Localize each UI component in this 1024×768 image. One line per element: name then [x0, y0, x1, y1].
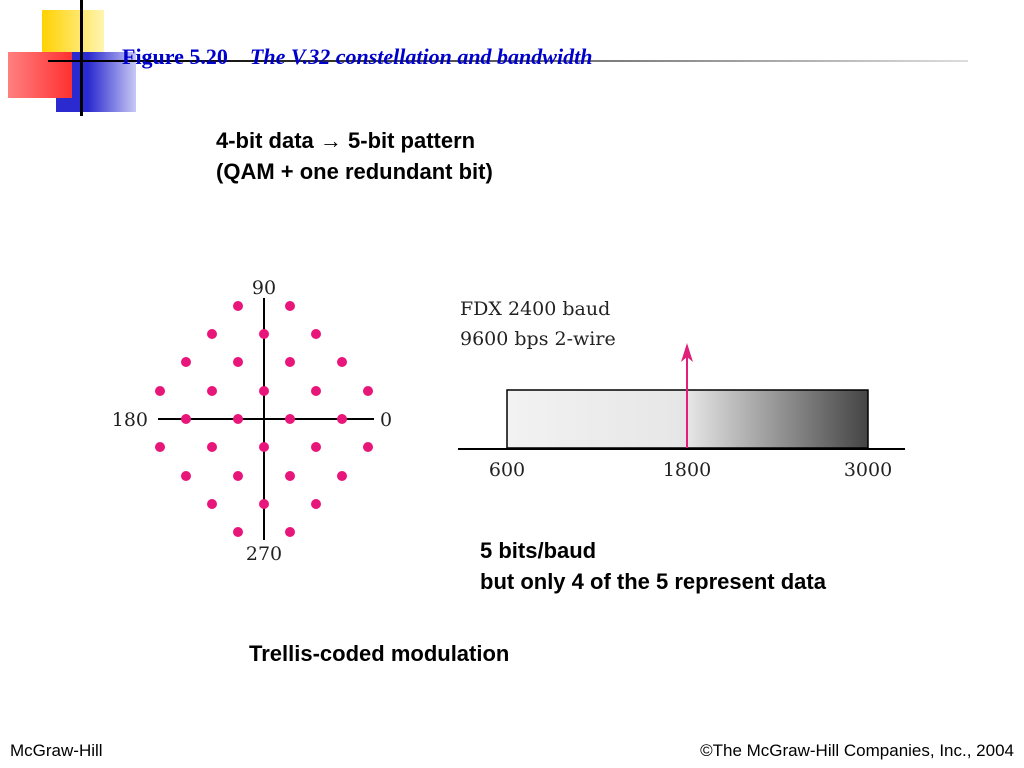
constellation-point: [233, 527, 243, 537]
constellation-point: [259, 386, 269, 396]
note-line: 5 bits/baud: [480, 538, 597, 563]
constellation-point: [181, 357, 191, 367]
intro-line: 4-bit data → 5-bit pattern: [216, 128, 476, 153]
constellation-point: [259, 329, 269, 339]
deco-hline: [48, 60, 968, 62]
label-270: 270: [246, 543, 282, 565]
constellation-point: [233, 414, 243, 424]
note: 5 bits/baud but only 4 of the 5 represen…: [480, 535, 826, 597]
label-180: 180: [112, 409, 148, 431]
figure-title: The V.32 constellation and bandwidth: [249, 44, 593, 69]
constellation-point: [311, 329, 321, 339]
constellation-point: [233, 471, 243, 481]
constellation-point: [259, 499, 269, 509]
constellation: [155, 298, 374, 540]
intro-line: (QAM + one redundant bit): [216, 159, 493, 184]
caption: Trellis-coded modulation: [249, 641, 510, 666]
label-0: 0: [380, 409, 392, 431]
footer-right: ©The McGraw-Hill Companies, Inc., 2004: [700, 741, 1014, 760]
footer-left: McGraw-Hill: [10, 741, 103, 760]
label-90: 90: [252, 277, 276, 299]
slide-title: Figure 5.20 The V.32 constellation and b…: [122, 18, 592, 70]
constellation-point: [207, 386, 217, 396]
axis-label: 3000: [844, 459, 892, 481]
constellation-point: [285, 471, 295, 481]
axis-label: 600: [489, 459, 525, 481]
deco-vline: [80, 0, 83, 116]
constellation-point: [233, 301, 243, 311]
figure-label: Figure 5.20: [122, 44, 228, 69]
constellation-point: [207, 329, 217, 339]
constellation-point: [207, 442, 217, 452]
constellation-point: [155, 386, 165, 396]
deco-red: [8, 52, 72, 98]
constellation-point: [285, 301, 295, 311]
constellation-point: [285, 414, 295, 424]
constellation-point: [233, 357, 243, 367]
constellation-point: [311, 499, 321, 509]
constellation-point: [155, 442, 165, 452]
constellation-point: [363, 442, 373, 452]
constellation-point: [337, 357, 347, 367]
constellation-point: [181, 471, 191, 481]
constellation-point: [259, 442, 269, 452]
band-line: 9600 bps 2-wire: [460, 328, 616, 350]
constellation-point: [337, 414, 347, 424]
axis-label: 1800: [663, 459, 711, 481]
constellation-point: [285, 527, 295, 537]
note-line: but only 4 of the 5 represent data: [480, 569, 826, 594]
intro: 4-bit data → 5-bit pattern (QAM + one re…: [216, 125, 493, 187]
constellation-point: [181, 414, 191, 424]
constellation-point: [363, 386, 373, 396]
constellation-point: [337, 471, 347, 481]
constellation-point: [311, 386, 321, 396]
arrow-head: [681, 343, 693, 362]
band-line: FDX 2400 baud: [460, 298, 610, 320]
constellation-point: [311, 442, 321, 452]
constellation-point: [207, 499, 217, 509]
constellation-point: [285, 357, 295, 367]
